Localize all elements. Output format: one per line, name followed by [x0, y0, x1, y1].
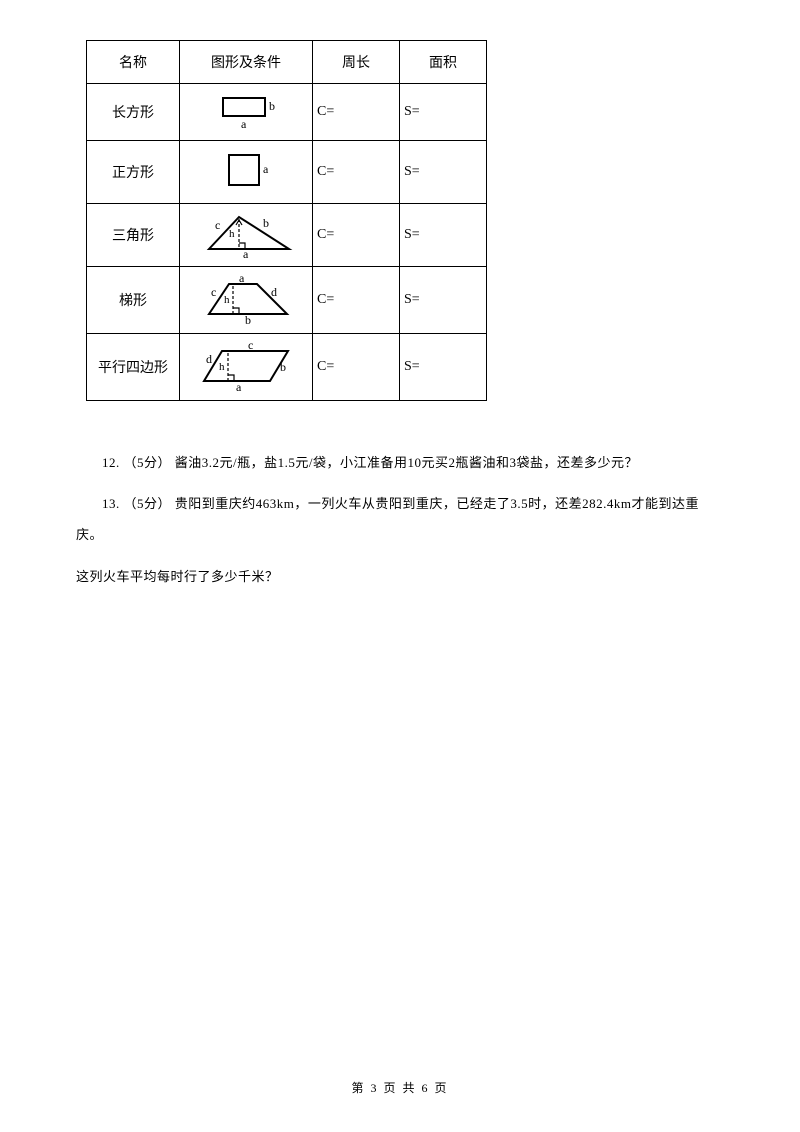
row-name: 正方形	[87, 141, 180, 204]
svg-text:a: a	[241, 117, 247, 131]
rectangle-icon: b a	[201, 88, 291, 132]
row-figure: c b h a	[180, 204, 313, 267]
row-name: 平行四边形	[87, 334, 180, 401]
row-c: C=	[313, 334, 400, 401]
svg-text:a: a	[263, 162, 269, 176]
row-s: S=	[400, 204, 487, 267]
svg-text:d: d	[206, 352, 212, 366]
table-row: 正方形 a C= S=	[87, 141, 487, 204]
th-name: 名称	[87, 41, 180, 84]
row-name: 三角形	[87, 204, 180, 267]
table-row: 梯形 a c d h b C= S=	[87, 267, 487, 334]
row-c: C=	[313, 84, 400, 141]
th-figure: 图形及条件	[180, 41, 313, 84]
row-figure: c d b h a	[180, 334, 313, 401]
svg-text:h: h	[229, 228, 235, 240]
row-c: C=	[313, 204, 400, 267]
row-s: S=	[400, 84, 487, 141]
svg-text:b: b	[269, 99, 275, 113]
row-s: S=	[400, 141, 487, 204]
row-s: S=	[400, 267, 487, 334]
svg-text:d: d	[271, 285, 277, 299]
th-perimeter: 周长	[313, 41, 400, 84]
row-c: C=	[313, 141, 400, 204]
row-name: 长方形	[87, 84, 180, 141]
trapezoid-icon: a c d h b	[191, 270, 301, 326]
svg-text:b: b	[280, 360, 286, 374]
svg-text:a: a	[239, 271, 245, 285]
svg-text:a: a	[243, 247, 249, 259]
svg-text:b: b	[263, 216, 269, 230]
row-figure: b a	[180, 84, 313, 141]
svg-text:h: h	[219, 361, 225, 373]
table-row: 平行四边形 c d b h a C= S=	[87, 334, 487, 401]
question-13-line1: 13. （5分） 贵阳到重庆约463km，一列火车从贵阳到重庆，已经走了3.5时…	[76, 488, 724, 550]
svg-text:a: a	[236, 380, 242, 393]
svg-text:h: h	[224, 294, 230, 306]
table-row: 三角形 c b h a C= S=	[87, 204, 487, 267]
square-icon: a	[201, 145, 291, 195]
row-s: S=	[400, 334, 487, 401]
row-figure: a c d h b	[180, 267, 313, 334]
triangle-icon: c b h a	[191, 207, 301, 259]
question-12: 12. （5分） 酱油3.2元/瓶，盐1.5元/袋，小江准备用10元买2瓶酱油和…	[76, 447, 724, 478]
svg-text:c: c	[248, 338, 253, 352]
questions-block: 12. （5分） 酱油3.2元/瓶，盐1.5元/袋，小江准备用10元买2瓶酱油和…	[76, 447, 724, 592]
shapes-table: 名称 图形及条件 周长 面积 长方形 b a C= S= 正方形	[86, 40, 487, 401]
question-13-line2: 这列火车平均每时行了多少千米？	[76, 561, 724, 592]
parallelogram-icon: c d b h a	[188, 337, 304, 393]
row-figure: a	[180, 141, 313, 204]
th-area: 面积	[400, 41, 487, 84]
row-name: 梯形	[87, 267, 180, 334]
page-footer: 第 3 页 共 6 页	[0, 1079, 800, 1096]
svg-text:c: c	[211, 285, 216, 299]
table-row: 长方形 b a C= S=	[87, 84, 487, 141]
svg-text:c: c	[215, 218, 220, 232]
row-c: C=	[313, 267, 400, 334]
svg-text:b: b	[245, 313, 251, 326]
